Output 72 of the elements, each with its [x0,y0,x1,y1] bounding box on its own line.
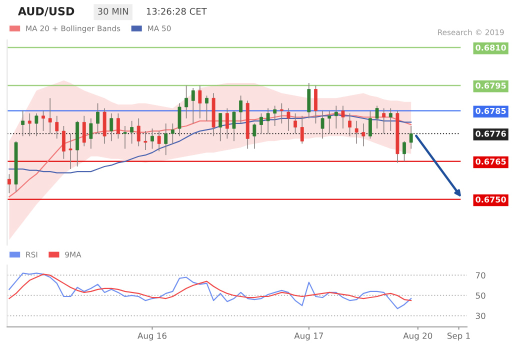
candlestick [341,105,345,129]
candlestick [402,140,406,162]
candlestick [232,110,236,142]
candlestick [307,82,311,119]
candlestick [8,174,11,194]
candlestick [28,112,32,137]
candlestick [89,118,93,150]
candlestick [388,108,392,132]
candlestick [144,130,148,150]
candlestick [110,112,114,142]
candlestick [82,115,86,147]
chart-title: AUD/USD [18,6,74,16]
candlestick [354,120,358,144]
candlestick [55,115,59,140]
candlestick [184,85,188,119]
candlestick [320,110,324,140]
candlestick [191,88,195,124]
candlestick [157,130,161,152]
candlestick [68,133,72,170]
candlestick [368,110,372,140]
candlestick [280,102,284,124]
candlestick [34,112,38,137]
candlestick [21,110,25,137]
line-series [8,272,412,310]
candlestick [286,108,290,132]
candlestick [130,120,134,144]
candlestick [42,110,45,132]
candlestick [252,123,256,150]
candlestick [123,126,127,150]
y-tick-label: 0.6765 [476,158,506,165]
candlestick [314,85,318,124]
candlestick [218,112,222,142]
candlestick [96,102,100,134]
y-tick-label: 70 [476,272,486,279]
candlestick [170,123,174,144]
candlestick [266,108,270,134]
candlestick [382,108,386,134]
y-tick-label: 50 [476,292,486,299]
y-tick-label: 0.6750 [476,196,506,203]
candlestick [225,108,229,140]
candlestick [328,110,332,134]
x-tick-label: Aug 17 [294,332,323,340]
x-tick-label: Sep 1 [447,332,470,340]
y-tick-label: 0.6795 [476,82,506,89]
candlestick [136,118,140,147]
candlestick [205,95,208,122]
candlestick [198,85,202,119]
line-series [8,274,412,302]
candlestick [409,126,413,150]
y-tick-label: 0.6810 [476,44,506,51]
candlestick [239,95,243,124]
candlestick [273,105,277,126]
candlestick [348,112,352,137]
candlestick [362,123,366,147]
candlestick [116,112,120,140]
candlestick [375,105,379,129]
y-tick-label: 0.6776 [476,130,506,137]
y-tick-label: 30 [476,312,486,320]
text: 13:26:28 CET [146,8,207,15]
x-tick-label: Aug 20 [403,332,432,340]
candlestick [48,98,52,134]
candlestick [150,128,154,150]
candlestick [62,126,66,160]
candlestick [260,112,263,134]
y-tick-label: 0.6785 [476,108,506,114]
candlestick [334,105,338,129]
candlestick [294,112,298,134]
candlestick [178,102,182,137]
candlestick [164,123,168,156]
chart-subtitle: 30 MIN [98,8,128,15]
candlestick [300,115,304,144]
x-tick-label: Aug 16 [138,332,166,340]
